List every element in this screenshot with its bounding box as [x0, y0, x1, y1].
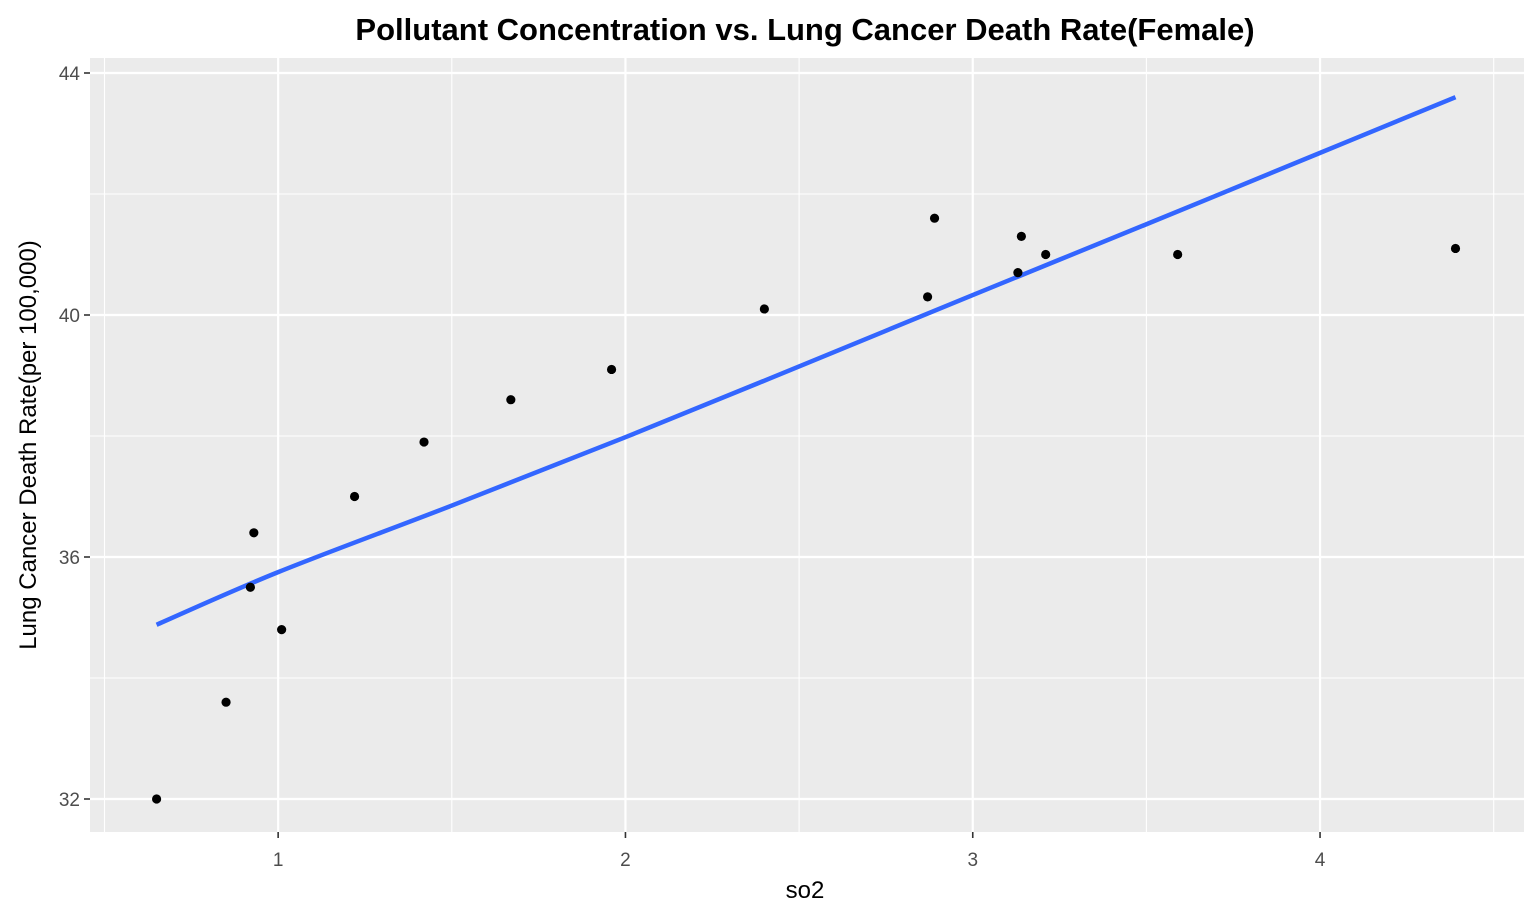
- data-point: [349, 491, 360, 502]
- data-points: [151, 213, 1461, 804]
- plot-panel: [90, 58, 1524, 832]
- data-point: [1450, 243, 1461, 254]
- data-point: [1173, 249, 1183, 260]
- major-gridlines: [90, 58, 1524, 832]
- data-point: [1016, 231, 1026, 241]
- data-point: [419, 437, 429, 447]
- trend-line-layer: [155, 95, 1457, 627]
- data-point: [1013, 268, 1023, 278]
- x-tick-label: 2: [620, 850, 631, 871]
- data-point: [506, 395, 516, 405]
- y-tick-label: 36: [59, 548, 80, 569]
- y-tick-label: 40: [59, 306, 80, 327]
- x-axis-title: so2: [786, 877, 825, 904]
- data-point: [249, 528, 259, 538]
- x-tick-label: 4: [1315, 850, 1326, 871]
- data-point: [221, 697, 231, 707]
- data-point: [759, 304, 769, 314]
- x-axis: 1 2 3 4: [273, 832, 1326, 871]
- x-tick-label: 3: [967, 850, 978, 871]
- data-point: [151, 794, 162, 804]
- chart-title: Pollutant Concentration vs. Lung Cancer …: [355, 12, 1254, 47]
- y-tick-label: 44: [59, 64, 81, 85]
- data-point: [606, 364, 617, 375]
- y-tick-label: 32: [59, 790, 80, 811]
- y-axis: 32 36 40 44: [59, 64, 90, 811]
- data-point: [923, 292, 933, 302]
- minor-gridlines: [90, 58, 1524, 832]
- data-point: [929, 213, 940, 223]
- trend-line: [155, 95, 1457, 627]
- data-point: [277, 625, 287, 635]
- x-tick-label: 1: [273, 850, 284, 871]
- data-point: [245, 582, 255, 592]
- y-axis-title: Lung Cancer Death Rate(per 100,000): [15, 240, 42, 650]
- data-point: [1041, 249, 1051, 260]
